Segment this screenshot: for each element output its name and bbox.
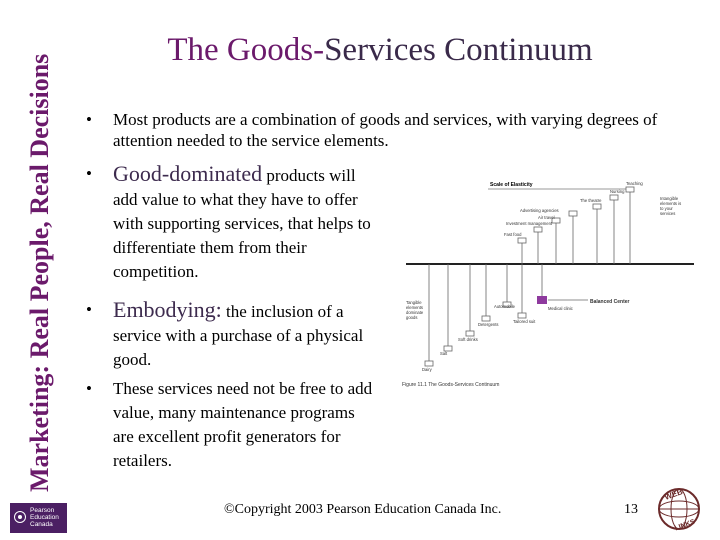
bullet-text-block: Good-dominated products will add value t… — [113, 162, 383, 284]
bullet-text: the inclusion of a service with a purcha… — [113, 302, 364, 369]
page-number: 13 — [624, 502, 638, 517]
figure-label-below: Soft drinks — [458, 337, 478, 342]
figure-right-note: services — [660, 211, 675, 216]
bullet-text: Most products are a combination of goods… — [113, 110, 658, 150]
bullet-lead: Embodying: — [113, 297, 222, 322]
figure-label-above: Fast food — [504, 232, 522, 237]
figure-left-note: elements — [406, 305, 423, 310]
figure-label-below: Medical clinic — [548, 306, 573, 311]
copyright-notice: ©Copyright 2003 Pearson Education Canada… — [224, 502, 502, 517]
vertical-course-title: Marketing: Real People, Real Decisions — [25, 53, 54, 492]
bullet-marker: • — [86, 379, 92, 398]
figure-label-above: Investment management — [506, 221, 553, 226]
figure-label-above: Teaching — [626, 181, 643, 186]
figure-label-above: The theatre — [580, 198, 602, 203]
bullet-text: products will add value to what they hav… — [113, 166, 371, 281]
bullet-lead: Good-dominated — [113, 161, 263, 186]
figure-left-note: Tangible — [406, 300, 422, 305]
logo-line: Pearson — [30, 507, 55, 514]
figure-label-below: Salt — [440, 351, 448, 356]
goods-services-continuum-figure: Scale of Elasticity Teaching Nursing The… — [398, 174, 700, 396]
slide-title-part2: Services Continuum — [324, 32, 593, 68]
figure-right-note: Intangible — [660, 196, 679, 201]
figure-caption: Figure 11.1 The Goods-Services Continuum — [402, 382, 499, 388]
figure-label-below: Detergents — [478, 322, 498, 327]
bullet-marker: • — [86, 164, 92, 183]
slide-title-part1: The Goods- — [167, 32, 325, 68]
logo-line: Canada — [30, 521, 53, 528]
figure-label-below: Automobile — [494, 304, 516, 309]
bullet-text: These services need not be free to add v… — [113, 379, 373, 470]
slide-title: The Goods-Services Continuum — [90, 32, 670, 69]
figure-label-below: Dairy — [422, 367, 433, 372]
figure-right-note: elements is — [660, 201, 681, 206]
bullet-marker: • — [86, 110, 92, 129]
figure-scale-label: Scale of Elasticity — [490, 182, 533, 188]
balanced-center-marker — [537, 296, 547, 304]
figure-label-below: Tailored suit — [513, 319, 536, 324]
figure-label-above: Advertising agencies — [520, 208, 559, 213]
bullet-marker: • — [86, 300, 92, 319]
figure-label-above: Air travel — [538, 215, 555, 220]
figure-right-note: to your — [660, 206, 673, 211]
bullet-text-block: Embodying: the inclusion of a service wi… — [113, 298, 378, 372]
figure-items-below — [424, 264, 527, 367]
figure-label-above: Nursing — [610, 189, 625, 194]
figure-balanced-label: Balanced Center — [590, 299, 630, 305]
logo-line: Education — [30, 514, 59, 521]
figure-left-note: dominate — [406, 310, 424, 315]
web-links-icon[interactable]: WEB LINKS — [652, 482, 706, 536]
figure-left-note: goods — [406, 315, 417, 320]
publisher-logo-mark — [14, 511, 26, 523]
figure-items-above — [517, 186, 635, 264]
publisher-logo: Pearson Education Canada — [10, 503, 67, 533]
